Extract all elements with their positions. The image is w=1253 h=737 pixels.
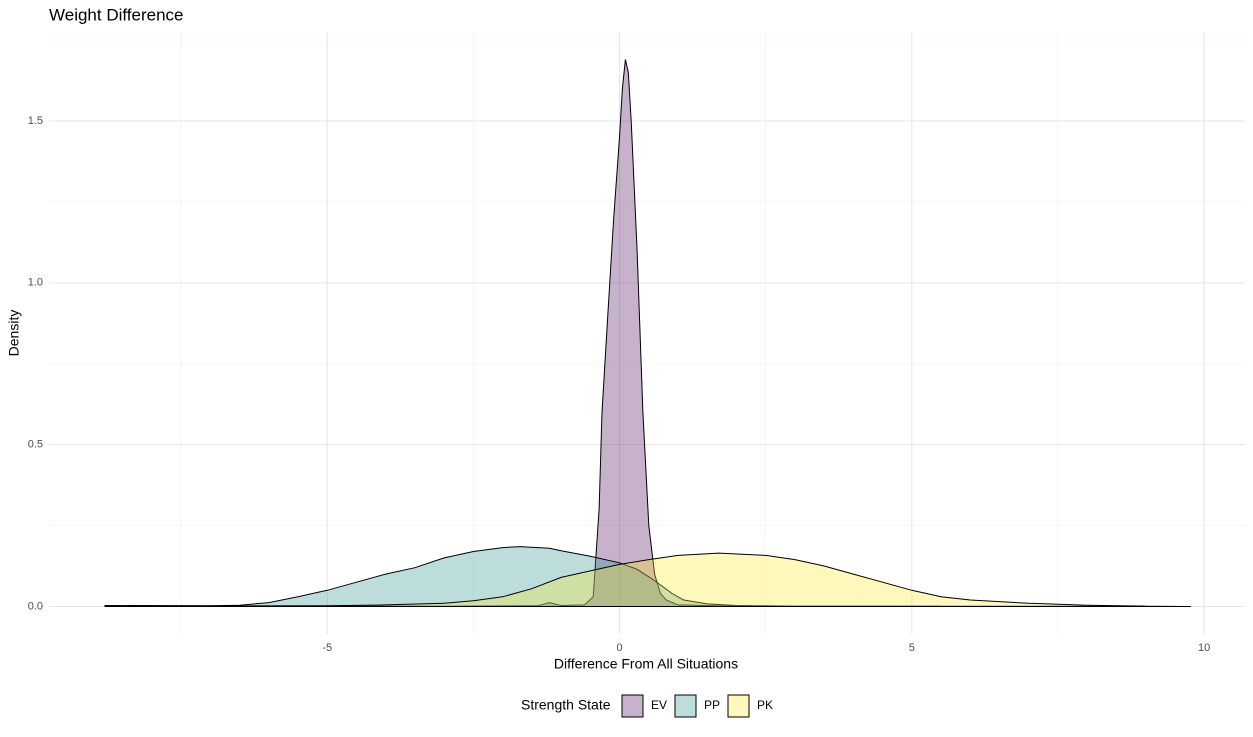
legend-label: EV	[651, 698, 667, 712]
y-axis-title: Density	[6, 310, 22, 357]
density-area	[104, 59, 1147, 607]
y-tick-label: 0.0	[28, 600, 43, 612]
legend-label: PK	[757, 698, 773, 712]
legend-title: Strength State	[521, 697, 611, 713]
x-tick-label: 5	[909, 642, 915, 654]
y-tick-label: 1.5	[28, 115, 43, 127]
x-tick-label: 10	[1198, 642, 1210, 654]
x-axis-title: Difference From All Situations	[554, 656, 738, 672]
y-tick-label: 0.5	[28, 439, 43, 451]
legend-key	[621, 694, 644, 718]
x-tick-label: -5	[322, 642, 332, 654]
x-tick-label: 0	[616, 642, 622, 654]
legend-label: PP	[704, 698, 720, 712]
density-area	[104, 552, 1192, 608]
y-tick-label: 1.0	[28, 277, 43, 289]
density-area	[104, 546, 942, 607]
legend-key	[727, 694, 750, 718]
chart-title: Weight Difference	[49, 5, 184, 24]
legend-key	[674, 694, 697, 718]
